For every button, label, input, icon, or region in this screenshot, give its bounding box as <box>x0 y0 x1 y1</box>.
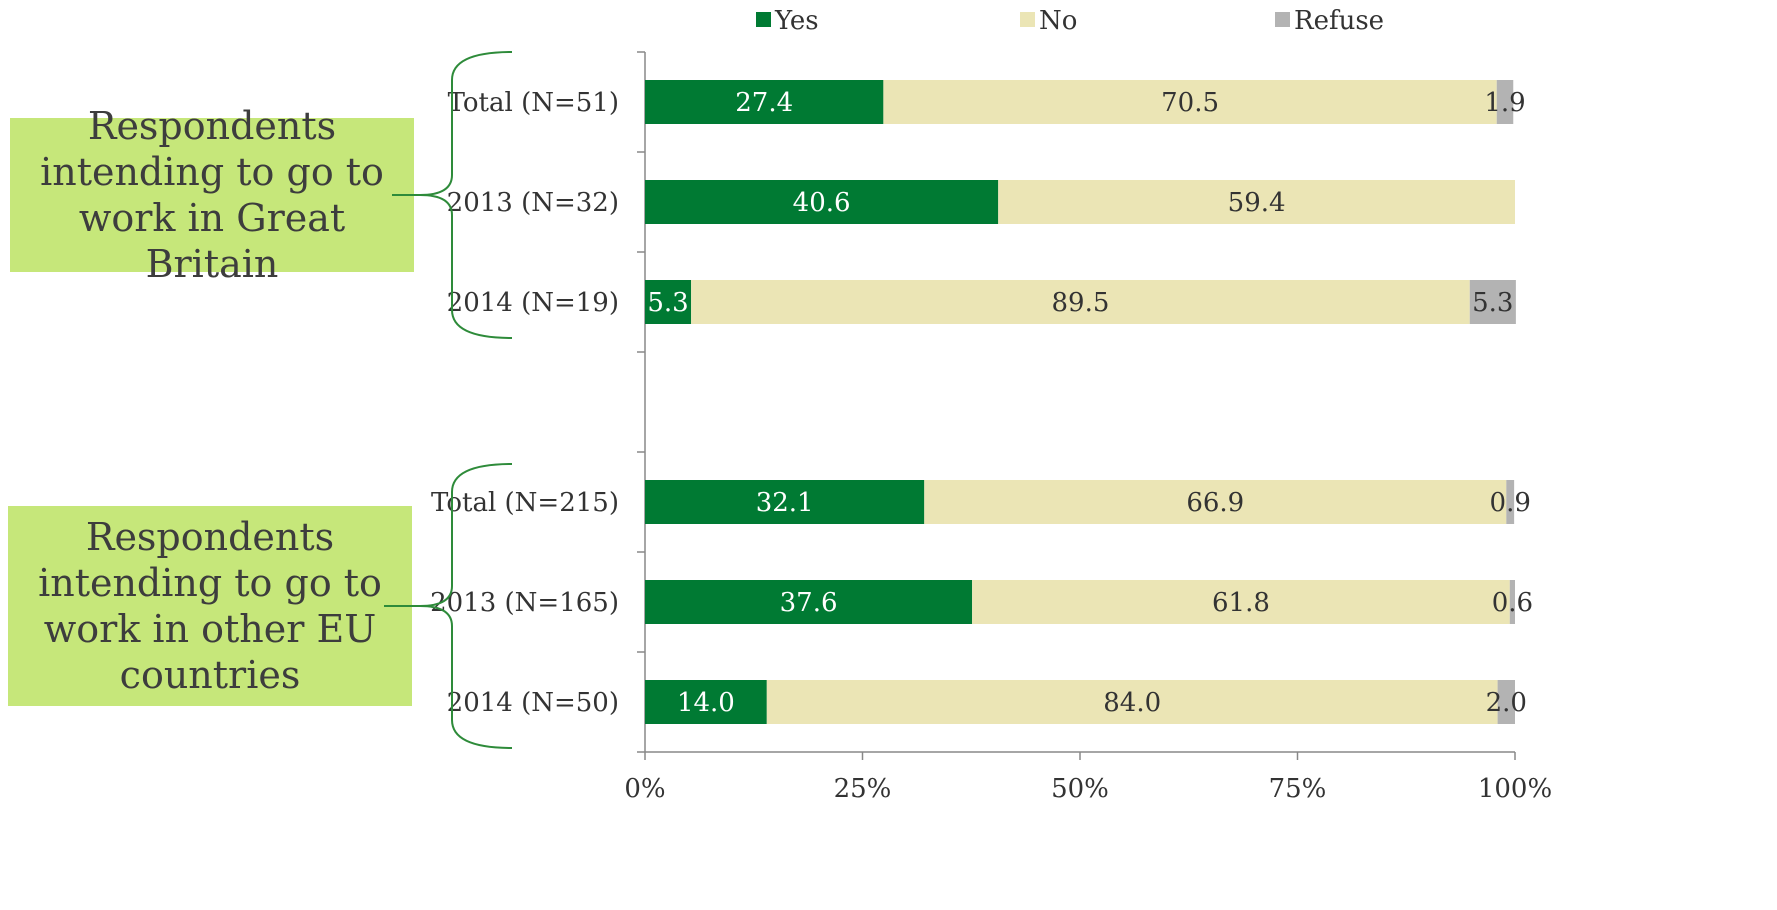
bar-no <box>883 80 1497 124</box>
category-label: Total (N=215) <box>431 488 619 518</box>
data-label: 0.6 <box>1492 588 1533 618</box>
bar-yes <box>645 580 973 624</box>
bar-refuse <box>1469 280 1516 324</box>
bar-yes <box>645 80 884 124</box>
bar-refuse <box>1506 480 1515 524</box>
group-label-other-eu: Respondents intending to go to work in o… <box>8 506 412 706</box>
data-label: 66.9 <box>1186 488 1244 518</box>
data-label: 5.3 <box>1472 288 1513 318</box>
bar-no <box>998 180 1515 224</box>
x-tick-label: 50% <box>1051 774 1109 804</box>
bar-refuse <box>1496 80 1514 124</box>
data-label: 40.6 <box>793 188 851 218</box>
data-label: 2.0 <box>1486 688 1527 718</box>
data-label: 61.8 <box>1212 588 1270 618</box>
data-label: 14.0 <box>677 688 735 718</box>
data-label: 37.6 <box>780 588 838 618</box>
data-label: 84.0 <box>1103 688 1161 718</box>
bar-yes <box>645 280 692 324</box>
bar-no <box>691 280 1470 324</box>
legend-swatch-no <box>1020 12 1035 27</box>
data-label: 27.4 <box>735 88 793 118</box>
category-label: 2014 (N=19) <box>447 288 619 318</box>
bar-no <box>924 480 1507 524</box>
legend-label-refuse: Refuse <box>1294 6 1384 36</box>
category-label: 2014 (N=50) <box>447 688 619 718</box>
data-label: 70.5 <box>1161 88 1219 118</box>
bar-yes <box>645 680 767 724</box>
data-label: 59.4 <box>1228 188 1286 218</box>
legend-label-no: No <box>1039 6 1077 36</box>
bar-refuse <box>1497 680 1515 724</box>
data-label: 89.5 <box>1051 288 1109 318</box>
data-label: 0.9 <box>1490 488 1531 518</box>
category-label: Total (N=51) <box>448 88 619 118</box>
x-tick-label: 75% <box>1269 774 1327 804</box>
data-label: 32.1 <box>756 488 814 518</box>
bar-yes <box>645 180 999 224</box>
legend-swatch-refuse <box>1275 12 1290 27</box>
legend-label-yes: Yes <box>774 6 819 36</box>
category-label: 2013 (N=32) <box>447 188 619 218</box>
category-label: 2013 (N=165) <box>430 588 619 618</box>
data-label: 1.9 <box>1484 88 1525 118</box>
bar-no <box>972 580 1510 624</box>
bar-yes <box>645 480 925 524</box>
x-tick-label: 25% <box>834 774 892 804</box>
x-tick-label: 100% <box>1478 774 1552 804</box>
bar-refuse <box>1509 580 1515 624</box>
bar-no <box>766 680 1498 724</box>
data-label: 5.3 <box>647 288 688 318</box>
legend-swatch-yes <box>756 12 771 27</box>
x-tick-label: 0% <box>624 774 665 804</box>
